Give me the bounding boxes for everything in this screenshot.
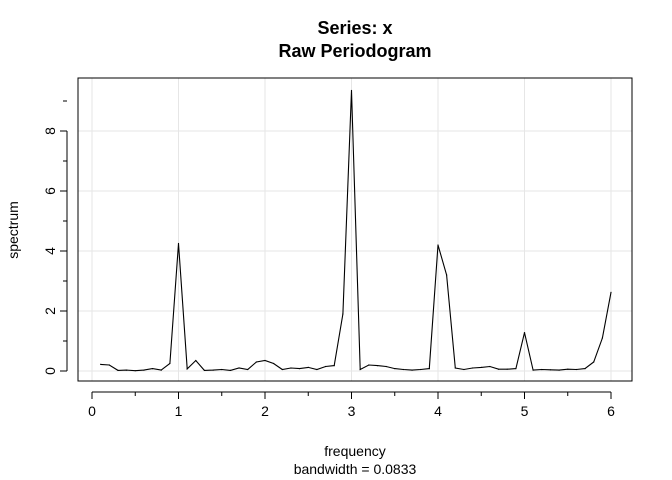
y-axis-label: spectrum — [5, 201, 21, 259]
data-point — [229, 369, 231, 371]
x-tick-label: 1 — [175, 403, 183, 419]
data-point — [100, 363, 102, 365]
data-point — [221, 368, 223, 371]
data-point — [238, 367, 240, 369]
data-point — [151, 368, 154, 370]
data-point — [255, 361, 257, 363]
data-point — [126, 369, 128, 371]
data-point — [195, 359, 197, 362]
data-point — [203, 369, 206, 371]
data-point — [376, 365, 379, 367]
data-point — [143, 369, 145, 371]
data-point — [281, 368, 283, 371]
y-tick-label: 6 — [42, 187, 58, 195]
data-point — [497, 368, 500, 370]
data-point — [454, 367, 456, 369]
data-point — [549, 369, 552, 371]
x-tick-label: 2 — [261, 403, 269, 419]
data-point — [290, 367, 292, 369]
data-point — [541, 368, 543, 371]
y-tick-label: 8 — [42, 127, 58, 135]
data-point — [247, 368, 249, 371]
data-point — [558, 369, 560, 371]
data-point — [463, 368, 465, 371]
y-axis: 0 2 4 6 8 — [42, 100, 68, 375]
data-point — [350, 89, 353, 92]
data-point — [117, 369, 119, 371]
data-point — [411, 369, 413, 371]
data-point — [359, 368, 361, 371]
data-point — [333, 365, 335, 367]
x-axis: 0 1 2 3 4 5 6 — [88, 391, 615, 419]
data-point — [601, 337, 603, 339]
x-tick-label: 5 — [521, 403, 529, 419]
data-point — [394, 368, 396, 370]
data-point — [480, 366, 482, 368]
data-point — [342, 313, 344, 315]
data-point — [428, 368, 430, 370]
data-point — [316, 368, 318, 371]
data-point — [186, 368, 188, 370]
x-axis-label: frequency — [324, 443, 385, 459]
data-point — [523, 332, 526, 334]
data-point — [212, 369, 214, 371]
grid-lines — [78, 78, 632, 381]
spectrum-line — [100, 90, 612, 372]
data-points — [100, 89, 612, 372]
data-point — [385, 365, 387, 368]
data-point — [273, 362, 275, 365]
chart-title: Series: x — [317, 18, 392, 38]
data-point — [307, 366, 309, 368]
plot-frame — [77, 77, 633, 382]
y-tick-label: 2 — [42, 307, 58, 315]
bandwidth-label: bandwidth = 0.0833 — [294, 461, 417, 477]
data-point — [446, 274, 448, 276]
data-point — [177, 242, 180, 245]
data-point — [584, 368, 586, 370]
data-point — [515, 368, 517, 370]
data-point — [437, 244, 439, 246]
x-tick-label: 6 — [607, 403, 615, 419]
x-tick-label: 3 — [348, 403, 356, 419]
data-point — [593, 361, 595, 363]
data-point — [108, 364, 110, 366]
x-tick-label: 4 — [434, 403, 442, 419]
y-tick-label: 0 — [42, 367, 58, 375]
data-point — [532, 369, 534, 371]
data-point — [472, 367, 474, 369]
data-point — [506, 368, 508, 370]
data-point — [368, 364, 370, 366]
data-point — [169, 362, 171, 365]
data-point — [610, 291, 612, 293]
data-point — [160, 369, 162, 371]
x-tick-label: 0 — [88, 403, 96, 419]
data-point — [489, 365, 491, 368]
data-point — [402, 368, 404, 371]
data-point — [264, 359, 266, 362]
data-point — [324, 365, 327, 368]
y-tick-label: 4 — [42, 247, 58, 255]
chart-subtitle: Raw Periodogram — [278, 41, 431, 61]
data-point — [567, 368, 569, 370]
data-point — [575, 368, 578, 371]
data-point — [134, 370, 136, 372]
data-point — [420, 368, 422, 371]
data-point — [299, 368, 301, 370]
